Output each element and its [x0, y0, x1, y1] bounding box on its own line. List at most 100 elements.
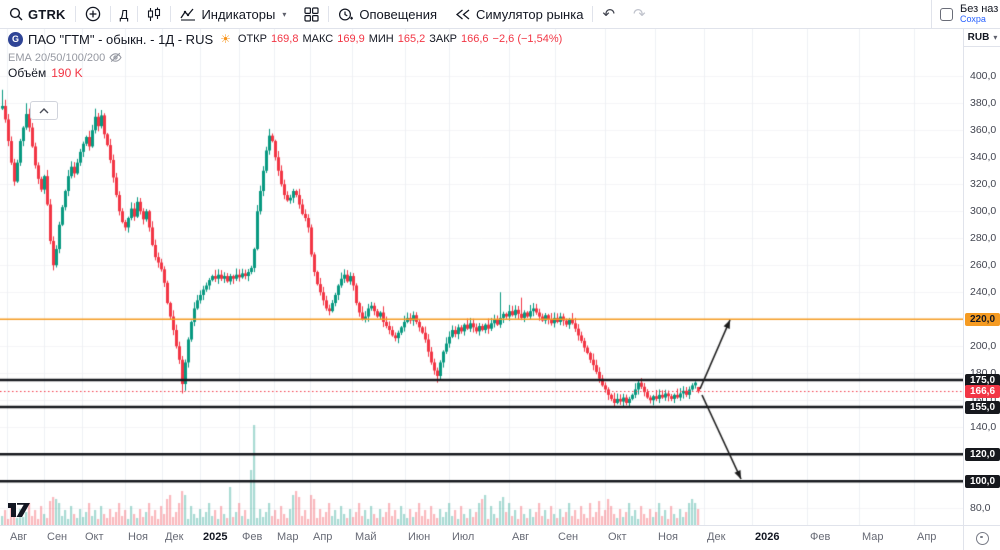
volume-legend-row[interactable]: Объём 190 K [8, 66, 562, 80]
chart-legend: G ПАО "ГТМ" - обыкн. - 1Д - RUS ☀ ОТКР 1… [8, 31, 562, 80]
price-tick-label: 200,0 [970, 340, 997, 353]
price-level-badge: 100,0 [965, 474, 1000, 488]
time-axis-year-label: 2025 [203, 531, 228, 543]
price-level-badge: 120,0 [965, 447, 1000, 461]
price-tick-label: 80,0 [970, 502, 991, 515]
open-label: ОТКР [237, 33, 267, 45]
change-value: −2,6 (−1,54%) [492, 33, 563, 45]
chevron-down-icon: ▾ [282, 9, 287, 19]
price-tick-label: 280,0 [970, 232, 997, 245]
toolbar-separator [170, 6, 172, 22]
ema-label: ЕМА 20/50/100/200 [8, 51, 106, 64]
tradingview-logo[interactable] [8, 503, 31, 517]
time-axis-month-label: Май [355, 531, 377, 543]
price-tick-label: 320,0 [970, 178, 997, 191]
alerts-label: Оповещения [359, 6, 438, 22]
toolbar-separator [109, 6, 111, 22]
search-icon [9, 7, 23, 21]
save-layout-link[interactable]: Сохра [960, 14, 986, 24]
rewind-icon [455, 8, 470, 20]
currency-label: RUB [967, 31, 990, 43]
price-tick-label: 240,0 [970, 286, 997, 299]
indicators-button[interactable]: Индикаторы ▾ [171, 0, 295, 28]
time-axis-month-label: Фев [810, 531, 831, 543]
time-axis-month-label: Сен [47, 531, 68, 543]
chevron-up-icon [39, 107, 49, 113]
price-tick-label: 380,0 [970, 97, 997, 110]
time-axis-month-label: Мар [277, 531, 299, 543]
volume-label: Объём [8, 66, 47, 80]
indicators-label: Индикаторы [201, 6, 276, 22]
symbol-search-button[interactable]: GTRK [0, 0, 75, 28]
toolbar-separator [74, 6, 76, 22]
market-simulator-button[interactable]: Симулятор рынка [446, 0, 592, 28]
redo-icon: ↷ [633, 6, 646, 23]
time-axis-month-label: Ноя [128, 531, 149, 543]
symbol-logo: G [8, 31, 23, 47]
simulator-label: Симулятор рынка [476, 6, 584, 22]
price-chart[interactable] [0, 28, 963, 525]
toolbar-separator [592, 6, 594, 22]
price-axis[interactable]: RUB ▾ 400,0 380,0 360,0 340,0 320,0 300,0 280,… [963, 28, 1000, 525]
ohlc-values: ОТКР 169,8 МАКС 169,9 МИН 165,2 ЗАКР 166… [238, 33, 562, 45]
time-axis-month-label: Окт [608, 531, 627, 543]
time-axis-month-label: Июл [452, 531, 475, 543]
time-axis-month-label: Мар [862, 531, 884, 543]
axis-corner-cell[interactable] [963, 525, 1000, 550]
price-tick-label: 300,0 [970, 205, 997, 218]
price-level-badge: 166,6 [965, 384, 1000, 398]
time-axis[interactable]: Авг Сен Окт Ноя Дек 2025 Фев Мар Апр Май Июн Июл Авг… [0, 525, 963, 550]
chevron-down-icon: ▾ [993, 32, 998, 42]
high-label: МАКС [302, 33, 334, 45]
redo-button[interactable]: ↷ [624, 0, 655, 28]
alert-clock-icon [339, 7, 354, 21]
compare-add-button[interactable] [76, 0, 110, 28]
close-value: 166,6 [461, 33, 489, 45]
volume-value: 190 K [51, 66, 83, 80]
time-axis-month-label: Апр [313, 531, 333, 543]
price-tick-label: 340,0 [970, 151, 997, 164]
currency-selector[interactable]: RUB ▾ [964, 28, 1000, 47]
plus-circle-icon [85, 6, 100, 22]
undo-button[interactable]: ↶ [593, 0, 624, 28]
price-level-badge: 175,0 [965, 373, 1000, 387]
chart-style-button[interactable] [138, 0, 170, 28]
price-tick-label: 140,0 [970, 421, 997, 434]
alerts-button[interactable]: Оповещения [329, 0, 446, 28]
grid-layout-icon [304, 6, 319, 22]
timezone-clock-icon [976, 531, 989, 545]
close-label: ЗАКР [429, 33, 458, 45]
time-axis-year-label: 2026 [755, 531, 780, 543]
price-tick-label: 360,0 [970, 124, 997, 137]
pane-collapse-button[interactable] [30, 101, 58, 120]
price-tick-label: 400,0 [970, 70, 997, 83]
open-value: 169,8 [270, 33, 299, 45]
layout-name[interactable]: Без наз [960, 4, 999, 15]
time-axis-month-label: Авг [512, 531, 530, 543]
high-value: 169,9 [337, 33, 365, 45]
layout-grid-button[interactable] [295, 0, 328, 28]
symbol-legend-row[interactable]: G ПАО "ГТМ" - обыкн. - 1Д - RUS ☀ ОТКР 1… [8, 31, 562, 47]
eye-hidden-icon[interactable] [109, 52, 122, 63]
time-axis-month-label: Сен [558, 531, 579, 543]
time-axis-month-label: Окт [85, 531, 104, 543]
toolbar-separator [137, 6, 139, 22]
time-axis-month-label: Ноя [658, 531, 679, 543]
interval-button[interactable]: Д [111, 0, 138, 28]
symbol-title: ПАО "ГТМ" - обыкн. - 1Д - RUS [28, 31, 214, 47]
undo-icon: ↶ [602, 6, 616, 23]
ema-legend-row[interactable]: ЕМА 20/50/100/200 [8, 51, 562, 64]
low-value: 165,2 [397, 33, 426, 45]
time-axis-month-label: Дек [707, 531, 726, 543]
checkbox-icon[interactable] [940, 7, 953, 21]
price-level-badge: 220,0 [965, 312, 1000, 326]
toolbar-separator [328, 6, 330, 22]
market-status-sun-icon: ☀ [220, 32, 231, 46]
interval-label: Д [119, 6, 129, 22]
time-axis-month-label: Фев [242, 531, 263, 543]
indicators-icon [180, 8, 196, 21]
time-axis-month-label: Апр [917, 531, 937, 543]
time-axis-month-label: Июн [408, 531, 431, 543]
symbol-ticker: GTRK [28, 6, 66, 22]
price-level-badge: 155,0 [965, 400, 1000, 414]
